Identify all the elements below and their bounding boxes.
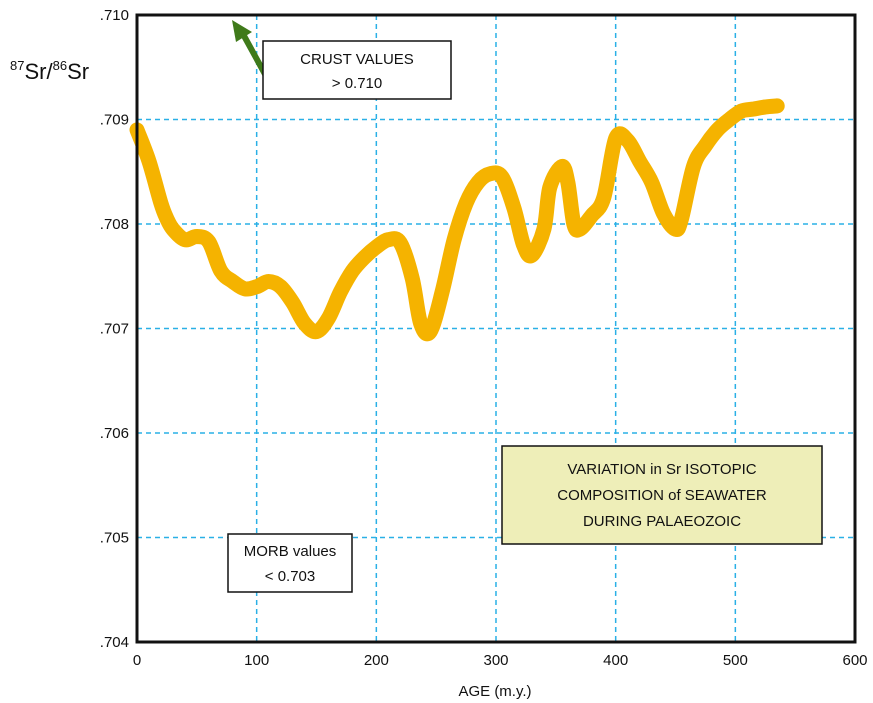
x-axis-label: AGE (m.y.): [458, 683, 531, 700]
variation-box: VARIATION in Sr ISOTOPIC COMPOSITION of …: [501, 445, 823, 545]
variation-line3: DURING PALAEOZOIC: [583, 513, 741, 530]
crust-values-box: CRUST VALUES > 0.710: [262, 40, 452, 100]
y-tick-label: .710: [100, 7, 129, 24]
crust-values-line1: CRUST VALUES: [300, 51, 414, 68]
y-tick-label: .708: [100, 216, 129, 233]
y-label-sup1: 87: [10, 58, 24, 73]
data-line-layer: [129, 98, 785, 342]
y-tick-label: .704: [100, 634, 129, 651]
y-tick-label: .705: [100, 530, 129, 547]
x-tick-label: 200: [364, 652, 389, 669]
y-tick-label: .707: [100, 321, 129, 338]
crust-arrow: [232, 20, 269, 78]
morb-values-line2: < 0.703: [265, 568, 315, 585]
y-tick-label: .706: [100, 425, 129, 442]
crust-values-line2: > 0.710: [332, 75, 382, 92]
morb-values-line1: MORB values: [244, 543, 337, 560]
y-label-base2: Sr: [67, 59, 89, 84]
variation-line2: COMPOSITION of SEAWATER: [557, 487, 767, 504]
variation-line1: VARIATION in Sr ISOTOPIC: [567, 461, 756, 478]
seawater-sr-series-line: [129, 98, 785, 342]
x-tick-label: 600: [842, 652, 867, 669]
y-axis-label: 87Sr/86Sr: [10, 58, 89, 84]
morb-values-box: MORB values < 0.703: [227, 533, 353, 593]
x-tick-labels: 0 100 200 300 400 500 600: [133, 652, 868, 669]
x-tick-label: 500: [723, 652, 748, 669]
y-tick-label: .709: [100, 112, 129, 129]
y-label-sup2: 86: [53, 58, 67, 73]
x-tick-label: 300: [483, 652, 508, 669]
plot-frame: [135, 13, 857, 644]
y-tick-labels: .704 .705 .706 .707 .708 .709 .710: [100, 7, 129, 651]
x-tick-label: 100: [244, 652, 269, 669]
x-tick-label: 400: [603, 652, 628, 669]
x-tick-label: 0: [133, 652, 141, 669]
y-label-base1: Sr/: [24, 59, 53, 84]
